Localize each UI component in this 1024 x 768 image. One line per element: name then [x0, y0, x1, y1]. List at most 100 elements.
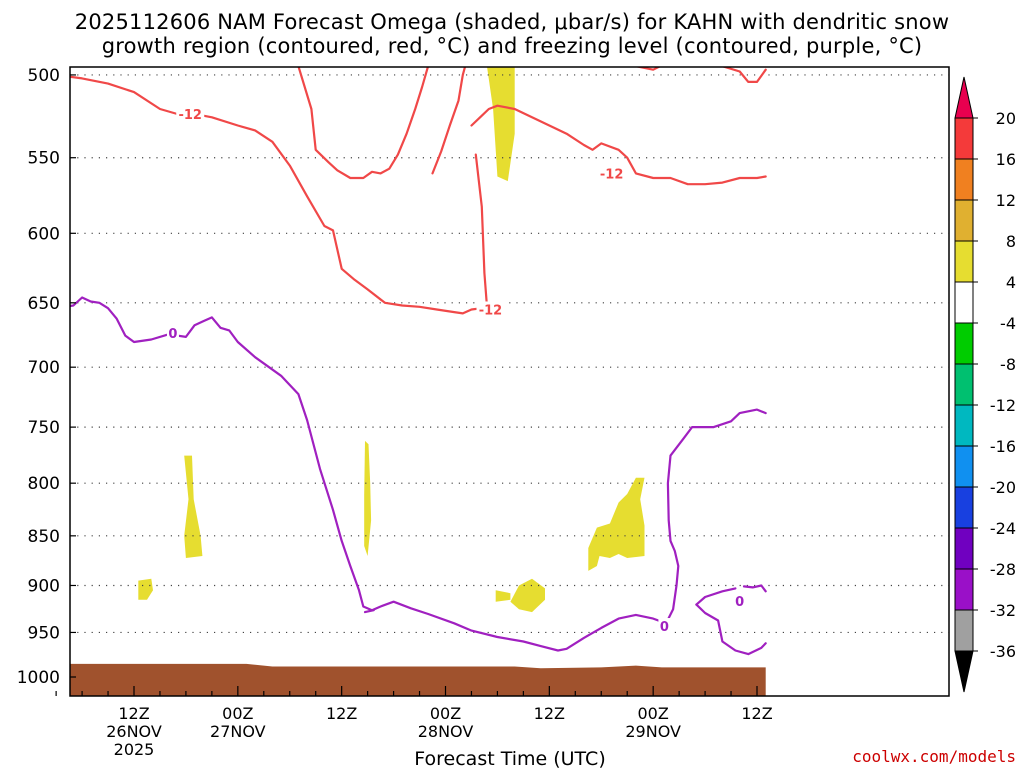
- colorbar-bin-10: [954, 486, 974, 529]
- y-tick-label-850: 850: [28, 527, 60, 547]
- colorbar-label-5: -4: [1000, 314, 1016, 333]
- credit-link[interactable]: coolwx.com/models: [852, 747, 1016, 766]
- dgz-minus12-line-1: [470, 104, 767, 186]
- terrain-below-ground: [70, 663, 766, 696]
- colorbar-label-6: -8: [1000, 355, 1016, 374]
- dgz-minus18-label-bg-0: [217, 17, 245, 32]
- colorbar-label-3: 8: [1006, 232, 1016, 251]
- colorbar-label-10: -24: [990, 519, 1016, 538]
- dgz-minus12-line-3: [474, 153, 489, 308]
- freezing-level-0c-line-4: [742, 584, 767, 593]
- y-tick-label-500: 500: [28, 66, 60, 86]
- colorbar-label-9: -20: [990, 478, 1016, 497]
- omega-region-4-8-4: [184, 455, 203, 558]
- omega-region-4-8-7: [510, 578, 545, 613]
- x-axis-title: Forecast Time (UTC): [414, 748, 605, 768]
- colorbar-label-0: 20: [996, 109, 1016, 128]
- dgz-minus18-label-1: -18: [575, 55, 599, 70]
- colorbar-bin-7: [954, 363, 974, 406]
- colorbar-bin-5: [954, 281, 974, 324]
- colorbar-bin-1: [954, 117, 974, 160]
- omega-region-4-8-8: [495, 590, 511, 602]
- dgz-minus12-label-bg-1: [476, 301, 505, 317]
- x-tick-label-78-0: 12Z: [741, 704, 772, 723]
- freezing-level-0c-line-0: [70, 296, 668, 652]
- contour-layer: -18 -18 -12 -12 -12 0 0 0: [70, 17, 767, 656]
- colorbar-label-8: -16: [990, 437, 1016, 456]
- colorbar-bin-6: [954, 322, 974, 365]
- colorbar-label-12: -32: [990, 601, 1016, 620]
- x-tick-label-18-1: 27NOV: [210, 722, 266, 741]
- dgz-minus18-line-0: [297, 67, 430, 180]
- y-tick-label-650: 650: [28, 294, 60, 314]
- plot-frame: [69, 66, 950, 697]
- y-tick-label-600: 600: [28, 224, 60, 244]
- dgz-minus12-label-1: -12: [479, 303, 503, 318]
- x-tick-label-6-1: 26NOV: [106, 722, 162, 741]
- dgz-minus18-label-bg-1: [572, 67, 601, 68]
- dgz-minus18-line-1: [632, 67, 767, 84]
- y-axis: 2503003504004505005506006507007508008509…: [17, 66, 76, 688]
- x-tick-label-18-0: 00Z: [222, 704, 253, 723]
- freezing-level-0c-label-0: 0: [168, 327, 177, 342]
- y-tick-label-700: 700: [28, 358, 60, 378]
- x-tick-label-66-1: 29NOV: [625, 722, 681, 741]
- y-tick-label-900: 900: [28, 576, 60, 596]
- omega-region-4-8-2: [487, 67, 515, 182]
- y-tick-label-950: 950: [28, 623, 60, 643]
- dgz-minus12-line-0: [70, 75, 483, 315]
- colorbar-arrow-bottom: [954, 650, 974, 693]
- colorbar-bin-9: [954, 445, 974, 488]
- dgz-minus12-label-bg-2: [597, 165, 626, 181]
- colorbar-bin-12: [954, 568, 974, 611]
- chart-title-line-2: growth region (contoured, red, °C) and f…: [101, 34, 923, 58]
- x-tick-label-42-0: 00Z: [430, 704, 461, 723]
- plot-fill-layer: [70, 67, 766, 696]
- gridlines: [70, 74, 949, 634]
- colorbar-bin-13: [954, 609, 974, 652]
- omega-region-4-8-9: [588, 477, 645, 571]
- omega-region-4-8-6: [364, 440, 372, 556]
- y-tick-label-800: 800: [28, 474, 60, 494]
- y-tick-label-1000: 1000: [17, 668, 60, 688]
- dgz-minus12-label-2: -12: [600, 167, 624, 182]
- y-tick-label-550: 550: [28, 149, 60, 169]
- x-tick-label-30-0: 12Z: [326, 704, 357, 723]
- x-tick-label-6-0: 12Z: [118, 704, 149, 723]
- freezing-level-0c-label-2: 0: [735, 595, 744, 610]
- freezing-level-0c-label-bg-2: [733, 592, 746, 608]
- colorbar-bin-8: [954, 404, 974, 447]
- colorbar-bin-3: [954, 199, 974, 242]
- x-tick-label-6-2: 2025: [114, 740, 155, 759]
- colorbar-bin-4: [954, 240, 974, 283]
- colorbar-label-11: -28: [990, 560, 1016, 579]
- colorbar-arrow-top: [954, 76, 974, 119]
- freezing-level-0c-line-2: [695, 587, 737, 606]
- colorbar-bin-2: [954, 158, 974, 201]
- freezing-level-0c-label-bg-0: [166, 325, 179, 341]
- dgz-minus12-line-2: [431, 67, 467, 175]
- freezing-level-0c-line-5: [363, 609, 375, 614]
- colorbar-label-7: -12: [990, 396, 1016, 415]
- y-tick-label-750: 750: [28, 418, 60, 438]
- dgz-minus12-label-bg-0: [176, 105, 205, 121]
- colorbar-label-4: 4: [1006, 273, 1016, 292]
- dgz-minus18-label-0: -18: [219, 19, 243, 34]
- freezing-level-0c-line-3: [695, 603, 767, 656]
- dgz-minus12-label-0: -12: [178, 108, 202, 123]
- colorbar-label-13: -36: [990, 642, 1016, 661]
- x-tick-label-54-0: 12Z: [534, 704, 565, 723]
- colorbar: 20 16 12 8 4 -4 -8 -12 -16 -20 -24 -28 -32 -36: [954, 76, 1016, 693]
- freezing-level-0c-line-1: [664, 408, 767, 625]
- colorbar-label-2: 12: [996, 191, 1016, 210]
- freezing-level-0c-label-1: 0: [660, 620, 669, 635]
- freezing-level-0c-label-bg-1: [658, 618, 671, 634]
- chart-title-line-1: 2025112606 NAM Forecast Omega (shaded, μ…: [74, 10, 950, 34]
- x-tick-label-42-1: 28NOV: [418, 722, 474, 741]
- omega-region-4-8-5: [138, 578, 153, 600]
- colorbar-bin-11: [954, 527, 974, 570]
- x-tick-label-66-0: 00Z: [638, 704, 669, 723]
- colorbar-label-1: 16: [996, 150, 1016, 169]
